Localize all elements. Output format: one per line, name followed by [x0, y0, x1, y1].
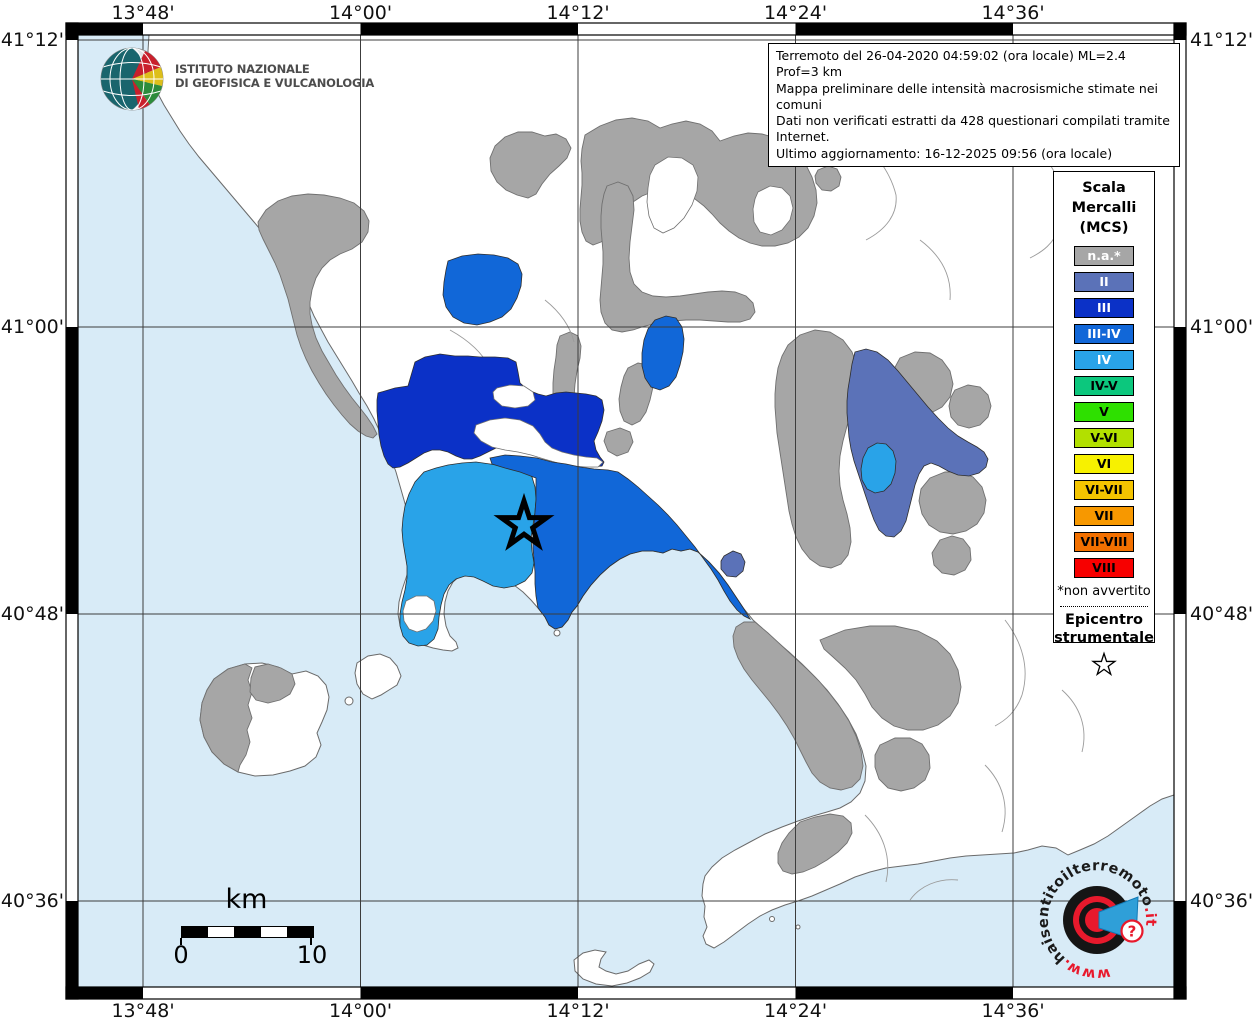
municipality-iv-east — [860, 442, 897, 494]
graticule — [78, 35, 1174, 987]
legend-item-iv-v: IV-V — [1074, 376, 1134, 396]
legend-item-iv: IV — [1074, 350, 1134, 370]
axis-label-right-2: 40°48' — [1190, 603, 1254, 625]
legend-item-v: V — [1074, 402, 1134, 422]
municipality-iii-iv-north — [442, 253, 523, 326]
axis-label-left-2: 40°48' — [0, 603, 64, 625]
ingv-name-line2: DI GEOFISICA E VULCANOLOGIA — [175, 75, 375, 90]
scale-end-label: 10 — [296, 941, 328, 969]
map-frame — [65, 22, 1187, 1000]
epicenter-star-icon — [1091, 651, 1117, 676]
question-badge — [1120, 919, 1144, 943]
haisentitoilterremoto-logo: ? www.haisentitoilterremoto .it — [1036, 858, 1159, 982]
earthquake-info-box: Terremoto del 26-04-2020 04:59:02 (ora l… — [768, 43, 1180, 168]
island-ischia-na — [199, 663, 253, 773]
municipality-iii-iv-east — [641, 315, 685, 391]
scale-start-label: 0 — [173, 941, 189, 969]
islet-li-galli-1 — [769, 916, 775, 922]
axis-label-right-3: 40°36' — [1190, 890, 1254, 912]
axis-label-bottom-2: 14°12' — [546, 1000, 610, 1022]
epicenter-star — [493, 492, 555, 551]
scale-segment-4 — [286, 927, 314, 937]
scale-segment-1 — [208, 927, 235, 937]
legend-item-iii-iv: III-IV — [1074, 324, 1134, 344]
legend-item-v-vi: V-VI — [1074, 428, 1134, 448]
scale-segment-3 — [260, 927, 287, 937]
municipalities-white — [646, 156, 794, 236]
axis-label-top-1: 14°00' — [328, 2, 393, 24]
axis-label-top-4: 14°36' — [981, 2, 1045, 24]
legend-epicenter-line2: strumentale — [1054, 630, 1154, 646]
axis-label-top-3: 14°24' — [763, 2, 828, 24]
legend-epicenter-line1: Epicentro — [1064, 612, 1144, 628]
legend-item-iii: III — [1074, 298, 1134, 318]
legend-item-vi-vii: VI-VII — [1074, 480, 1134, 500]
island-vivara — [344, 696, 354, 706]
axis-label-top-2: 14°12' — [546, 2, 610, 24]
info-line-event: Terremoto del 26-04-2020 04:59:02 (ora l… — [776, 48, 1126, 80]
ingv-globe-icon — [100, 47, 164, 111]
legend-item-na: n.a.* — [1074, 246, 1134, 266]
ingv-logo: ISTITUTO NAZIONALE DI GEOFISICA E VULCAN… — [95, 42, 395, 118]
axis-label-left-0: 41°12' — [0, 29, 64, 51]
island-ischia-na2 — [249, 663, 296, 704]
legend-item-vi: VI — [1074, 454, 1134, 474]
legend-epicenter-symbol — [1054, 651, 1154, 681]
axis-label-bottom-3: 14°24' — [763, 1000, 828, 1022]
info-line-map: Mappa preliminare delle intensità macros… — [776, 80, 1159, 112]
axis-label-right-0: 41°12' — [1190, 29, 1254, 51]
axis-label-bottom-0: 13°48' — [111, 1000, 175, 1022]
islands — [199, 629, 801, 987]
legend-item-ii: II — [1074, 272, 1134, 292]
axis-label-left-3: 40°36' — [0, 890, 64, 912]
municipality-iii-iv-region — [489, 454, 752, 630]
legend-item-viii: VIII — [1074, 558, 1134, 578]
legend-title-line1: Scala — [1082, 180, 1126, 196]
legend-footnote: *non avvertito — [1057, 584, 1151, 599]
scale-unit-label: km — [225, 884, 268, 915]
logo-text-tld: .it — [1141, 905, 1159, 927]
legend-divider — [1060, 606, 1148, 607]
scale-tick-end — [310, 938, 312, 945]
axis-label-right-1: 41°00' — [1190, 316, 1254, 338]
axis-label-bottom-4: 14°36' — [981, 1000, 1045, 1022]
logo-text-www: www. — [1059, 955, 1112, 982]
scale-bar-segments — [181, 926, 314, 938]
question-mark: ? — [1128, 923, 1137, 941]
scale-segment-0 — [182, 927, 209, 937]
legend-item-vii: VII — [1074, 506, 1134, 526]
axis-label-left-1: 41°00' — [0, 316, 64, 338]
islet-li-galli-2 — [795, 924, 801, 930]
scale-segment-2 — [234, 927, 261, 937]
islet-nisida — [553, 629, 561, 637]
scale-tick-start — [180, 938, 182, 945]
axis-label-bottom-1: 14°00' — [328, 1000, 393, 1022]
info-line-data: Dati non verificati estratti da 428 ques… — [776, 113, 1170, 145]
info-line-updated: Ultimo aggiornamento: 16-12-2025 09:56 (… — [776, 145, 1113, 161]
island-procida — [354, 653, 402, 700]
mcs-legend: Scala Mercalli (MCS) n.a.* II III III-IV IV I… — [1053, 171, 1155, 676]
ingv-name-line1: ISTITUTO NAZIONALE — [175, 62, 310, 76]
municipality-ii-small — [720, 550, 746, 578]
legend-items: n.a.* II III III-IV IV IV-V V V-VI VI VI-VII VII VI… — [1054, 246, 1154, 578]
axis-label-top-0: 13°48' — [111, 2, 175, 24]
legend-title-line3: (MCS) — [1079, 220, 1129, 236]
legend-item-vii-viii: VII-VIII — [1074, 532, 1134, 552]
municipalities-intensity — [376, 253, 989, 647]
island-capri — [573, 949, 655, 987]
legend-title-line2: Mercalli — [1071, 200, 1137, 216]
